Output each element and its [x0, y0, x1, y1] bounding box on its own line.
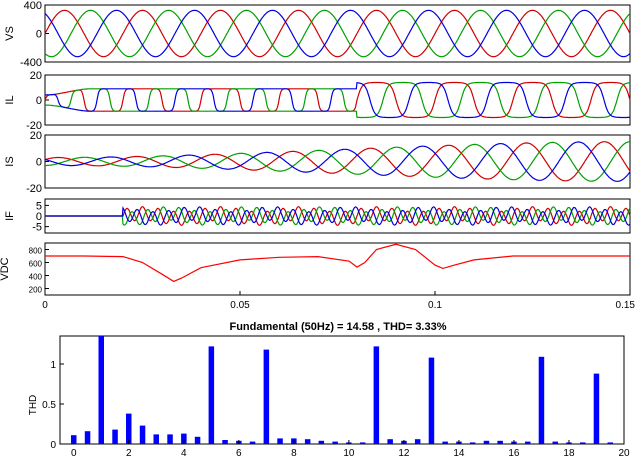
- x-tick-label: 14: [453, 448, 465, 459]
- y-axis-label: VS: [4, 26, 16, 41]
- harmonic-bar: [208, 346, 215, 444]
- y-tick-label: 0: [36, 29, 42, 41]
- harmonic-bar: [593, 373, 600, 444]
- x-tick-label: 0.05: [230, 300, 250, 311]
- harmonic-bar: [483, 440, 490, 444]
- x-tick-label: 0.15: [616, 300, 636, 311]
- x-tick-label: 2: [126, 448, 132, 459]
- harmonic-bar: [112, 429, 118, 444]
- harmonic-bar: [181, 433, 187, 444]
- harmonic-bar: [98, 336, 104, 444]
- time-domain-panels: 4000-400VS200-20IL200-20IS50-5IF80060040…: [0, 0, 635, 311]
- series-line: [45, 206, 631, 226]
- y-tick-label: 800: [29, 247, 43, 256]
- y-axis-label: IS: [4, 156, 16, 166]
- harmonic-bar: [607, 442, 613, 444]
- x-tick-label: 18: [563, 448, 575, 459]
- harmonic-bar: [497, 440, 503, 444]
- y-tick-label: 20: [30, 70, 42, 82]
- y-tick-label: -20: [26, 183, 42, 195]
- y-tick-label: 0: [50, 440, 56, 451]
- harmonic-bar: [222, 440, 228, 444]
- panel-frame: [44, 4, 631, 63]
- series-line: [45, 81, 631, 119]
- series-line: [45, 243, 630, 283]
- y-tick-label: 0: [36, 157, 42, 169]
- x-tick-label: 10: [343, 448, 355, 459]
- harmonic-bar: [153, 434, 159, 444]
- series-line: [44, 9, 631, 58]
- harmonic-bar: [71, 435, 77, 444]
- x-tick-label: 0: [42, 300, 48, 311]
- y-tick-label: 600: [29, 260, 43, 269]
- x-tick-label: 12: [398, 448, 410, 459]
- harmonic-bar: [525, 441, 531, 444]
- fft-title: Fundamental (50Hz) = 14.58 , THD= 3.33%: [229, 321, 446, 333]
- harmonic-bar: [373, 346, 380, 444]
- harmonic-bar: [442, 441, 448, 444]
- y-tick-label: 0: [36, 95, 42, 107]
- harmonic-bar: [332, 441, 338, 444]
- harmonic-bar: [580, 442, 586, 444]
- y-tick-label: 20: [30, 130, 42, 142]
- harmonic-bar: [263, 349, 270, 444]
- y-tick-label: 0: [36, 211, 42, 223]
- y-tick-label: 400: [29, 273, 43, 282]
- y-tick-label: -20: [26, 120, 42, 132]
- x-tick-label: 16: [508, 448, 520, 459]
- series-line: [45, 205, 631, 226]
- x-tick-label: 0.1: [428, 300, 442, 311]
- harmonic-bar: [304, 439, 311, 444]
- y-axis-label: VDC: [0, 257, 11, 280]
- harmonic-bar: [194, 436, 201, 444]
- harmonic-bar: [414, 439, 421, 444]
- y-tick-label: 400: [24, 0, 42, 12]
- y-axis-label: IF: [4, 211, 16, 221]
- x-tick-label: 8: [291, 448, 297, 459]
- harmonic-bar: [538, 356, 545, 444]
- harmonic-bar: [167, 434, 173, 444]
- y-tick-label: 1: [50, 360, 56, 371]
- y-tick-label: 200: [29, 286, 43, 295]
- x-tick-label: 4: [181, 448, 187, 459]
- harmonic-bar: [359, 442, 366, 444]
- harmonic-bar: [139, 425, 146, 444]
- y-tick-label: -400: [20, 57, 42, 69]
- harmonic-bar: [552, 441, 558, 444]
- series-line: [44, 81, 631, 119]
- series-line: [45, 81, 630, 119]
- y-tick-label: 0.5: [42, 400, 56, 411]
- series-line: [44, 141, 631, 182]
- harmonic-bar: [428, 357, 435, 444]
- bar-frame: [59, 335, 625, 445]
- y-tick-label: -5: [32, 222, 42, 234]
- series-line: [44, 141, 631, 182]
- harmonic-bar: [84, 431, 91, 444]
- series-line: [44, 9, 631, 58]
- x-tick-label: 6: [236, 448, 242, 459]
- y-axis-label: THD: [28, 395, 39, 416]
- x-tick-label: 0: [71, 448, 77, 459]
- harmonic-bar: [318, 440, 325, 444]
- harmonic-bar: [387, 439, 393, 444]
- harmonic-bar: [469, 442, 476, 444]
- panel-frame: [44, 242, 631, 296]
- series-line: [45, 141, 631, 182]
- harmonic-bar: [277, 438, 283, 444]
- harmonic-bar: [249, 441, 256, 444]
- harmonic-bar: [126, 413, 132, 444]
- y-tick-label: 5: [36, 200, 42, 212]
- y-axis-label: IL: [4, 95, 16, 104]
- x-tick-label: 20: [618, 448, 630, 459]
